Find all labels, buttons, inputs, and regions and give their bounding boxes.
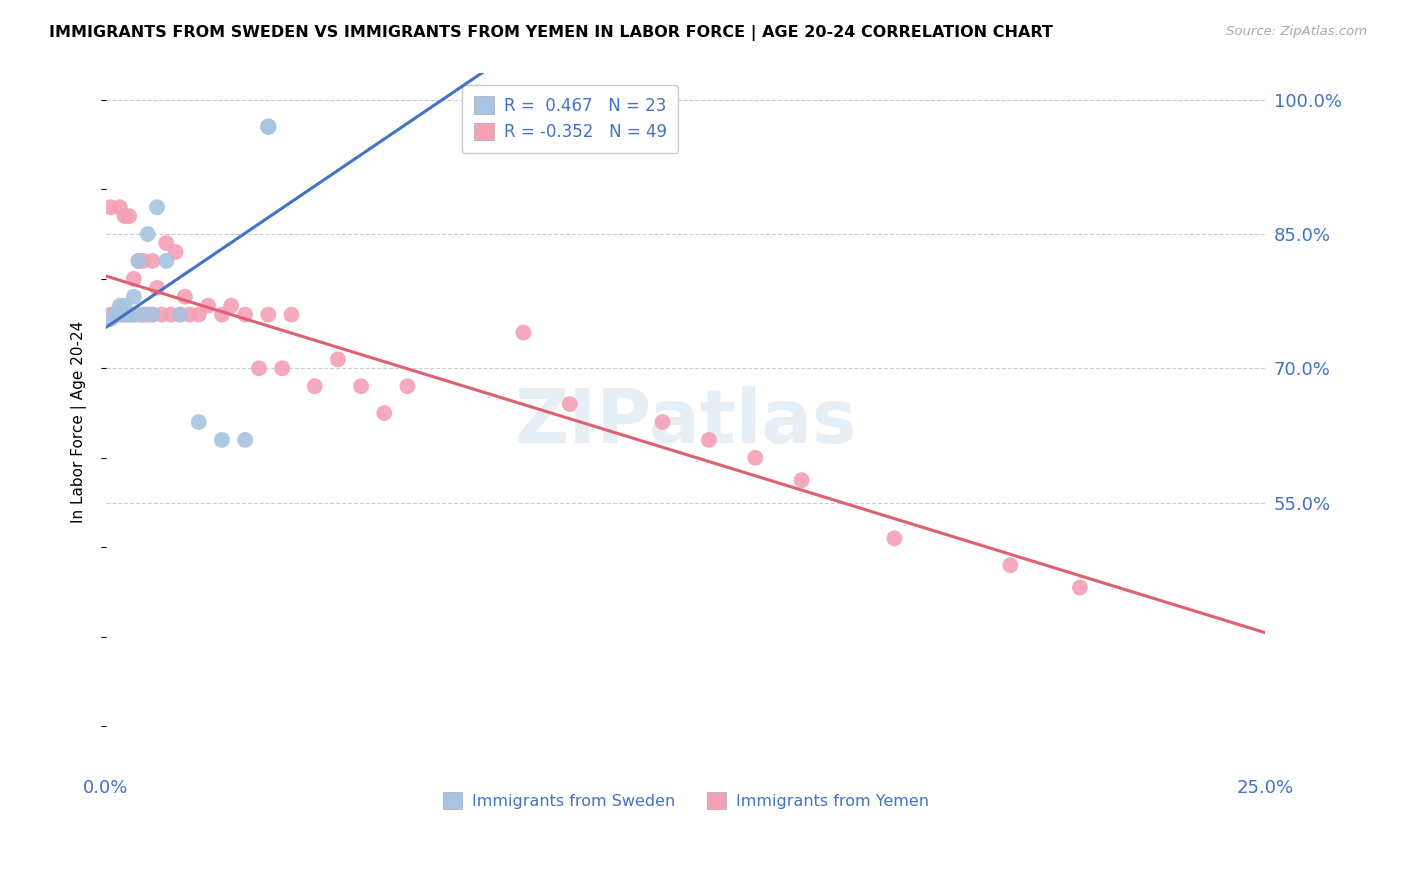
- Point: [1069, 581, 1091, 595]
- Point: [141, 308, 163, 322]
- Point: [257, 120, 280, 134]
- Point: [132, 308, 155, 322]
- Point: [132, 308, 155, 322]
- Point: [697, 433, 720, 447]
- Point: [141, 254, 163, 268]
- Point: [122, 290, 145, 304]
- Point: [114, 308, 136, 322]
- Point: [271, 361, 294, 376]
- Point: [136, 308, 159, 322]
- Point: [558, 397, 581, 411]
- Text: ZIPatlas: ZIPatlas: [515, 385, 858, 458]
- Point: [211, 433, 233, 447]
- Point: [108, 200, 131, 214]
- Point: [141, 308, 163, 322]
- Point: [150, 308, 173, 322]
- Text: IMMIGRANTS FROM SWEDEN VS IMMIGRANTS FROM YEMEN IN LABOR FORCE | AGE 20-24 CORRE: IMMIGRANTS FROM SWEDEN VS IMMIGRANTS FRO…: [49, 25, 1053, 41]
- Point: [100, 308, 122, 322]
- Point: [165, 244, 187, 259]
- Point: [108, 299, 131, 313]
- Point: [104, 308, 127, 322]
- Point: [257, 120, 280, 134]
- Point: [883, 532, 905, 546]
- Point: [744, 450, 766, 465]
- Point: [127, 254, 149, 268]
- Point: [122, 272, 145, 286]
- Point: [108, 308, 131, 322]
- Point: [114, 299, 136, 313]
- Point: [118, 209, 141, 223]
- Point: [118, 308, 141, 322]
- Text: Source: ZipAtlas.com: Source: ZipAtlas.com: [1226, 25, 1367, 38]
- Point: [211, 308, 233, 322]
- Point: [280, 308, 302, 322]
- Point: [122, 308, 145, 322]
- Point: [187, 308, 209, 322]
- Point: [155, 235, 177, 250]
- Point: [146, 200, 169, 214]
- Point: [114, 209, 136, 223]
- Point: [304, 379, 326, 393]
- Point: [219, 299, 242, 313]
- Point: [247, 361, 270, 376]
- Point: [114, 308, 136, 322]
- Point: [155, 254, 177, 268]
- Point: [100, 200, 122, 214]
- Point: [118, 308, 141, 322]
- Point: [512, 326, 534, 340]
- Point: [132, 254, 155, 268]
- Point: [1000, 558, 1022, 573]
- Point: [326, 352, 349, 367]
- Point: [136, 227, 159, 241]
- Point: [100, 312, 122, 326]
- Point: [169, 308, 191, 322]
- Point: [127, 308, 149, 322]
- Point: [257, 120, 280, 134]
- Point: [790, 473, 813, 487]
- Point: [160, 308, 183, 322]
- Point: [197, 299, 219, 313]
- Point: [108, 308, 131, 322]
- Point: [104, 308, 127, 322]
- Point: [257, 120, 280, 134]
- Y-axis label: In Labor Force | Age 20-24: In Labor Force | Age 20-24: [72, 321, 87, 523]
- Point: [257, 308, 280, 322]
- Point: [233, 433, 256, 447]
- Point: [187, 415, 209, 429]
- Point: [350, 379, 373, 393]
- Point: [179, 308, 201, 322]
- Point: [146, 281, 169, 295]
- Point: [396, 379, 419, 393]
- Point: [651, 415, 673, 429]
- Point: [169, 308, 191, 322]
- Point: [127, 254, 149, 268]
- Point: [173, 290, 195, 304]
- Point: [233, 308, 256, 322]
- Point: [373, 406, 395, 420]
- Legend: Immigrants from Sweden, Immigrants from Yemen: Immigrants from Sweden, Immigrants from …: [436, 786, 935, 815]
- Point: [122, 308, 145, 322]
